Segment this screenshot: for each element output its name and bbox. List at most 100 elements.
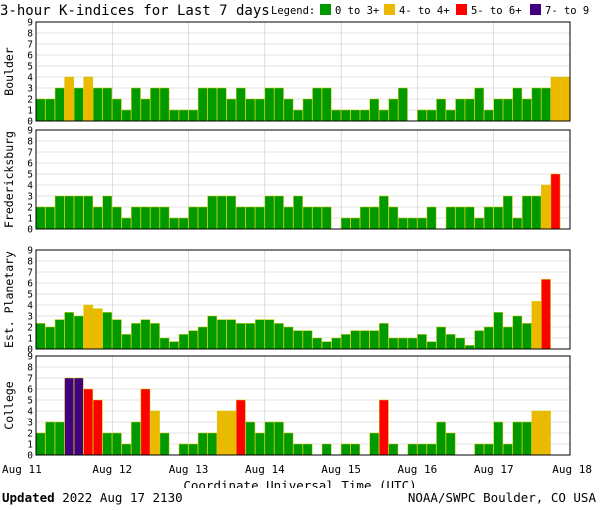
k-index-bar xyxy=(379,109,389,122)
legend-swatch xyxy=(456,4,467,15)
updated-value: 2022 Aug 17 2130 xyxy=(62,490,183,505)
y-tick-label: 7 xyxy=(27,268,33,279)
k-index-bar xyxy=(321,206,332,230)
k-index-bar xyxy=(426,443,437,456)
k-index-bar xyxy=(45,206,55,230)
k-index-bar xyxy=(226,319,237,350)
k-index-bar xyxy=(531,195,542,230)
k-index-bar xyxy=(379,399,389,456)
k-index-bar xyxy=(245,98,256,122)
y-tick-label: 0 xyxy=(27,345,33,356)
k-index-bar xyxy=(216,410,227,456)
k-index-bar xyxy=(159,337,170,350)
k-index-bar xyxy=(283,432,294,456)
k-index-bar xyxy=(178,334,189,350)
k-index-bar xyxy=(236,206,246,230)
chart-title: 3-hour K-indices for Last 7 days xyxy=(0,3,270,19)
k-index-bar xyxy=(188,109,198,122)
k-index-bar xyxy=(226,410,237,456)
x-axis-label: Coordinate Universal Time (UTC) xyxy=(183,478,416,488)
x-tick-label: Aug 16 xyxy=(398,463,438,476)
y-tick-label: 8 xyxy=(27,29,33,40)
k-index-bar xyxy=(388,337,399,350)
k-index-bar xyxy=(493,312,504,350)
y-tick-label: 2 xyxy=(27,203,33,214)
k-index-bar xyxy=(64,76,74,122)
k-index-bar xyxy=(560,76,570,122)
k-index-bar xyxy=(417,217,427,230)
k-index-bar xyxy=(293,443,303,456)
panels: 0123456789Boulder0123456789Fredericksbur… xyxy=(2,18,571,462)
k-index-bar xyxy=(131,87,141,122)
k-index-bar xyxy=(102,195,113,230)
k-index-bar xyxy=(550,173,561,230)
k-index-bar xyxy=(503,443,513,456)
k-index-bar xyxy=(150,87,160,122)
panel-station-label: Fredericksburg xyxy=(2,131,16,228)
x-tick-label: Aug 12 xyxy=(92,463,132,476)
k-index-bar xyxy=(503,326,513,350)
k-index-bar xyxy=(522,421,532,456)
k-index-bar xyxy=(216,87,227,122)
k-index-bar xyxy=(464,345,475,350)
k-index-bar xyxy=(522,98,532,122)
y-tick-label: 8 xyxy=(27,257,33,268)
panel-station-label: Est. Planetary xyxy=(2,251,16,348)
k-index-bar xyxy=(159,432,170,456)
k-index-bar xyxy=(73,87,84,122)
y-tick-label: 1 xyxy=(27,334,33,345)
k-index-bar xyxy=(503,195,513,230)
k-index-bar xyxy=(274,87,284,122)
k-index-bar xyxy=(541,184,551,230)
k-index-bar xyxy=(302,206,313,230)
y-tick-label: 7 xyxy=(27,40,33,51)
k-index-bar xyxy=(474,217,485,230)
k-index-bar xyxy=(512,421,523,456)
k-index-bar xyxy=(398,217,408,230)
k-index-bar xyxy=(274,421,284,456)
k-index-bar xyxy=(150,410,160,456)
k-index-bar xyxy=(255,98,265,122)
y-tick-label: 5 xyxy=(27,290,33,301)
k-index-bar xyxy=(493,421,504,456)
k-index-bar xyxy=(455,98,465,122)
k-index-bar xyxy=(264,319,275,350)
k-index-bar xyxy=(550,76,561,122)
y-tick-label: 1 xyxy=(27,106,33,117)
k-index-bar xyxy=(464,206,475,230)
legend: Legend: 0 to 3+ 4- to 4+ 5- to 6+ 7- to 9 xyxy=(271,4,589,17)
y-tick-label: 3 xyxy=(27,192,33,203)
k-index-bar xyxy=(340,443,351,456)
k-index-bar xyxy=(369,432,380,456)
k-index-bar xyxy=(474,87,485,122)
legend-item-label: 7- to 9 xyxy=(545,5,589,17)
k-index-bar xyxy=(388,98,399,122)
panel-frame xyxy=(35,355,571,456)
k-index-bar xyxy=(331,109,341,122)
panel-station-label: Boulder xyxy=(2,47,16,96)
k-index-bar xyxy=(35,206,46,230)
k-index-bar xyxy=(121,109,132,122)
k-index-bar xyxy=(436,98,446,122)
y-tick-label: 4 xyxy=(27,181,33,192)
k-index-bar xyxy=(169,341,179,350)
y-tick-label: 0 xyxy=(27,225,33,236)
footer-source: NOAA/SWPC Boulder, CO USA xyxy=(407,490,596,505)
k-index-bar xyxy=(45,421,55,456)
k-index-bar xyxy=(474,443,485,456)
k-index-bar xyxy=(321,443,332,456)
k-index-bar xyxy=(159,87,170,122)
k-index-bar xyxy=(417,443,427,456)
x-axis: Aug 11 Aug 12 Aug 13 Aug 14 Aug 15 Aug 16 Aug … xyxy=(2,463,592,476)
k-index-bar xyxy=(426,109,437,122)
k-index-bar xyxy=(207,432,218,456)
k-index-bar xyxy=(293,109,303,122)
k-index-bar xyxy=(73,377,84,456)
k-index-bar xyxy=(503,98,513,122)
k-index-bar xyxy=(264,421,275,456)
legend-item-label: 4- to 4+ xyxy=(399,5,450,17)
k-index-chart: 3-hour K-indices for Last 7 days Legend:… xyxy=(0,3,592,488)
k-index-bar xyxy=(178,443,189,456)
k-index-bar xyxy=(83,304,94,350)
k-index-bar xyxy=(188,206,198,230)
